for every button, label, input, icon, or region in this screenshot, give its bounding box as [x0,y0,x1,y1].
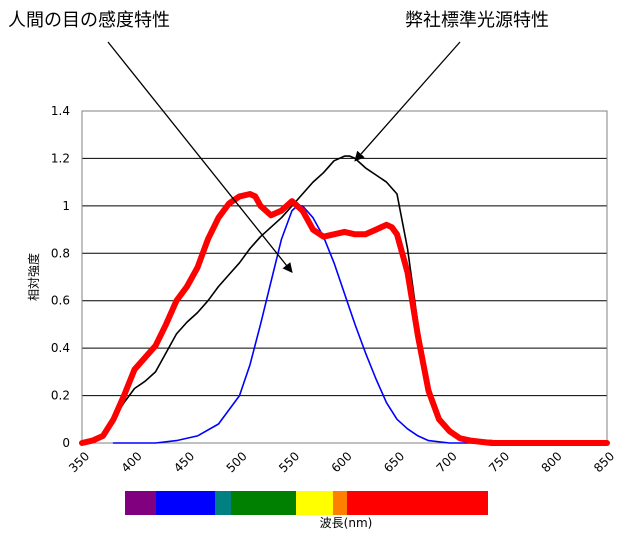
annotation-arrows [107,41,461,274]
spectrum-segment [333,491,347,515]
y-tick-label: 1.2 [51,151,70,165]
x-tick-label: 850 [591,449,617,475]
spectrum-segment [231,491,296,515]
y-tick-labels: 0 0.2 0.4 0.6 0.8 1 1.2 1.4 [51,104,70,450]
x-tick-label: 350 [66,449,92,475]
y-tick-label: 0.8 [51,246,70,260]
y-tick-label: 1 [62,199,70,213]
x-tick-label: 600 [329,449,355,475]
y-tick-label: 0 [62,436,70,450]
spectrum-segment [125,491,156,515]
x-tick-label: 800 [539,449,565,475]
plot-area-frame [81,110,608,444]
series-line-company_light [81,155,608,444]
x-tick-label: 400 [119,449,145,475]
x-tick-label: 450 [171,449,197,475]
x-axis-label: 波長(nm) [320,516,373,530]
spectrum-bar [125,491,488,515]
x-tick-label: 550 [276,449,302,475]
y-axis-label: 相対強度 [26,253,41,301]
annotation-arrow [107,41,293,274]
y-tick-label: 0.2 [51,389,70,403]
x-tick-label: 700 [434,449,460,475]
annotation-arrow [354,41,461,162]
spectrum-segment [347,491,488,515]
x-tick-labels: 350 400 450 500 550 600 650 700 750 800 850 [66,449,617,475]
y-tick-label: 0.4 [51,341,70,355]
series-line-camera_sensor [79,191,610,446]
series-line-human_eye [112,205,608,444]
spectrum-segment [156,491,215,515]
annotation-human-eye: 人間の目の感度特性 [8,10,170,31]
x-tick-label: 650 [381,449,407,475]
x-tick-label: 500 [224,449,250,475]
grid [82,110,607,444]
series-lines [79,155,610,446]
spectrum-segment [215,491,231,515]
spectrum-segment [296,491,333,515]
y-tick-label: 0.6 [51,294,70,308]
annotation-company-light: 弊社標準光源特性 [405,10,549,31]
x-tick-label: 750 [486,449,512,475]
y-tick-label: 1.4 [51,104,70,118]
